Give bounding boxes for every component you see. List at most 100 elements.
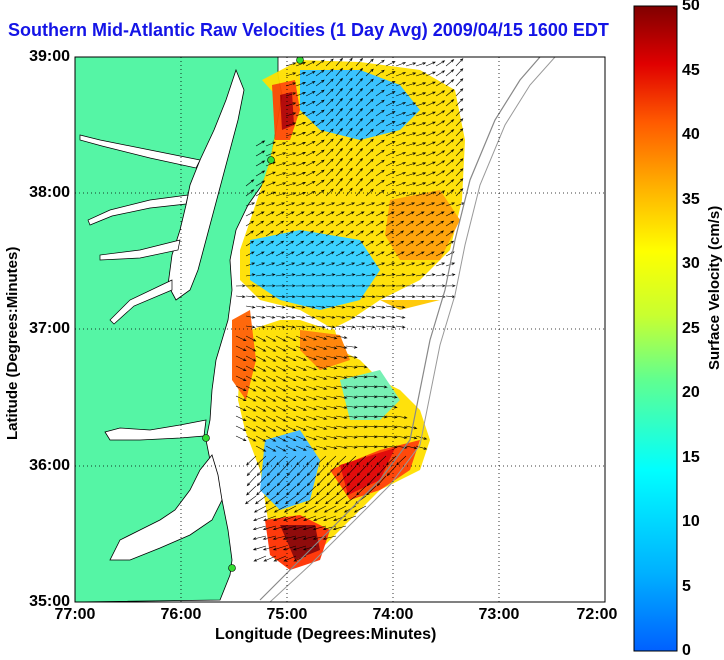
colorbar-tick: 45 (682, 62, 700, 79)
velocity-arrow (255, 305, 266, 309)
velocity-arrow (292, 535, 307, 540)
velocity-arrow (335, 284, 346, 288)
velocity-arrow (425, 273, 436, 277)
y-tick-label: 38:00 (29, 184, 70, 201)
velocity-arrow (375, 189, 385, 197)
velocity-arrow (293, 505, 307, 513)
velocity-arrow (344, 495, 357, 505)
velocity-arrow (345, 284, 356, 288)
velocity-arrow (405, 251, 415, 257)
velocity-arrow (395, 102, 407, 107)
velocity-arrow (265, 262, 276, 267)
velocity-arrow (285, 262, 296, 267)
velocity-arrow (276, 485, 287, 496)
velocity-arrow (312, 525, 327, 531)
velocity-arrow (376, 465, 387, 477)
velocity-arrow (365, 284, 376, 288)
velocity-arrow (305, 251, 315, 257)
velocity-arrow (265, 202, 276, 207)
velocity-arrow (245, 335, 257, 342)
velocity-arrow (305, 425, 318, 431)
velocity-arrow (295, 122, 307, 127)
velocity-arrow (245, 435, 257, 442)
velocity-arrow (245, 179, 255, 187)
velocity-arrow (346, 485, 357, 496)
velocity-arrow (415, 62, 427, 67)
velocity-arrow (395, 162, 407, 167)
velocity-arrow (265, 305, 276, 309)
isobath-contour-2 (269, 57, 556, 602)
velocity-arrow (435, 262, 446, 267)
velocity-arrow (365, 240, 375, 247)
velocity-arrow (335, 345, 348, 349)
velocity-arrow (252, 545, 267, 551)
velocity-arrow (345, 240, 355, 247)
velocity-arrow (365, 305, 376, 309)
velocity-arrow (385, 262, 396, 267)
velocity-arrow (285, 92, 297, 97)
velocity-arrow (455, 138, 464, 147)
velocity-arrow (355, 262, 366, 267)
velocity-arrow (345, 405, 358, 409)
velocity-arrow (395, 295, 406, 299)
velocity-arrow (325, 108, 334, 117)
velocity-arrow (305, 111, 316, 117)
velocity-arrow (445, 89, 455, 97)
velocity-arrow (415, 152, 427, 157)
velocity-arrow (355, 273, 366, 277)
velocity-arrow (285, 305, 296, 309)
velocity-arrow (425, 295, 436, 299)
velocity-arrow (265, 345, 277, 352)
velocity-arrow (395, 220, 405, 227)
velocity-arrow (305, 445, 318, 451)
velocity-arrow (262, 525, 277, 531)
velocity-arrow (375, 202, 386, 207)
velocity-arrow (255, 375, 267, 382)
velocity-arrow (355, 57, 364, 67)
velocity-arrow (325, 148, 334, 157)
velocity-arrow (335, 87, 343, 97)
velocity-arrow (305, 230, 315, 237)
velocity-arrow (305, 295, 316, 299)
velocity-arrow (245, 189, 255, 197)
velocity-arrow (435, 140, 446, 147)
velocity-arrow (315, 69, 325, 77)
velocity-arrow (306, 465, 317, 477)
velocity-arrow (365, 118, 374, 127)
velocity-arrow (286, 465, 297, 477)
velocity-arrow (293, 515, 307, 521)
velocity-arrow (275, 284, 286, 288)
velocity-arrow (425, 121, 436, 127)
velocity-arrow (455, 148, 464, 157)
velocity-arrow (415, 295, 426, 299)
velocity-arrow (255, 385, 267, 392)
velocity-arrow (296, 475, 307, 487)
velocity-arrow (305, 151, 316, 157)
velocity-arrow (355, 107, 364, 117)
velocity-arrow (283, 515, 297, 521)
velocity-arrow (435, 273, 446, 277)
velocity-arrow (335, 385, 348, 389)
velocity-arrow (415, 273, 426, 277)
velocity-arrow (295, 335, 307, 341)
velocity-arrow (292, 525, 307, 531)
velocity-arrow (385, 325, 396, 329)
velocity-arrow (445, 211, 455, 217)
velocity-arrow (253, 555, 267, 562)
velocity-arrow (435, 120, 446, 127)
velocity-arrow (375, 89, 385, 97)
velocity-arrow (425, 211, 435, 217)
velocity-arrow (425, 191, 436, 197)
velocity-arrow (325, 325, 336, 329)
velocity-arrow (425, 181, 436, 187)
velocity-arrow (315, 139, 325, 147)
velocity-arrow (405, 240, 415, 247)
velocity-arrow (295, 415, 307, 421)
velocity-arrow (335, 137, 343, 147)
velocity-arrow (353, 505, 367, 513)
velocity-arrow (375, 425, 388, 429)
velocity-arrow (305, 211, 315, 217)
velocity-arrow (375, 295, 386, 299)
velocity-arrow (425, 161, 436, 167)
velocity-arrow (295, 395, 307, 401)
